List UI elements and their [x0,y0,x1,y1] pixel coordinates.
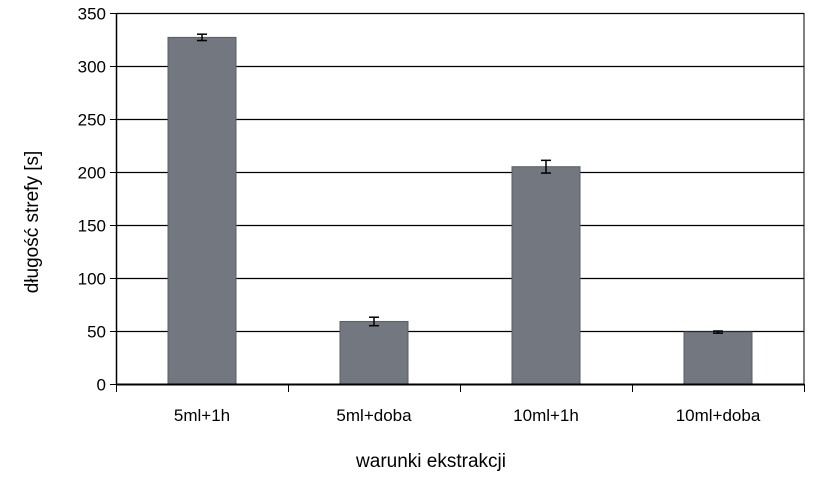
y-tick-label: 250 [78,111,106,130]
y-tick-labels: 0 50 100 150 200 250 300 350 [78,5,106,395]
bars [167,36,753,385]
y-tick-label: 300 [78,58,106,77]
x-tick-label: 10ml+1h [513,406,579,425]
x-tick-label: 5ml+1h [174,406,230,425]
x-tick-labels: 5ml+1h 5ml+doba 10ml+1h 10ml+doba [174,406,761,425]
bar-10ml+doba [683,331,753,385]
y-tick-label: 100 [78,270,106,289]
axes [110,13,805,392]
y-tick-label: 200 [78,164,106,183]
error-bars [197,33,723,334]
x-tick-label: 5ml+doba [336,406,412,425]
y-tick-label: 150 [78,217,106,236]
x-tick-label: 10ml+doba [676,406,761,425]
bar-5ml+1h [167,36,237,385]
y-tick-label: 50 [87,323,106,342]
y-tick-label: 0 [97,376,106,395]
y-tick-label: 350 [78,5,106,24]
bar-5ml+doba [339,320,409,385]
y-axis-title: długość strefy [s] [22,151,43,294]
bar-10ml+1h [511,166,581,385]
x-axis-title: warunki ekstrakcji [355,451,506,472]
